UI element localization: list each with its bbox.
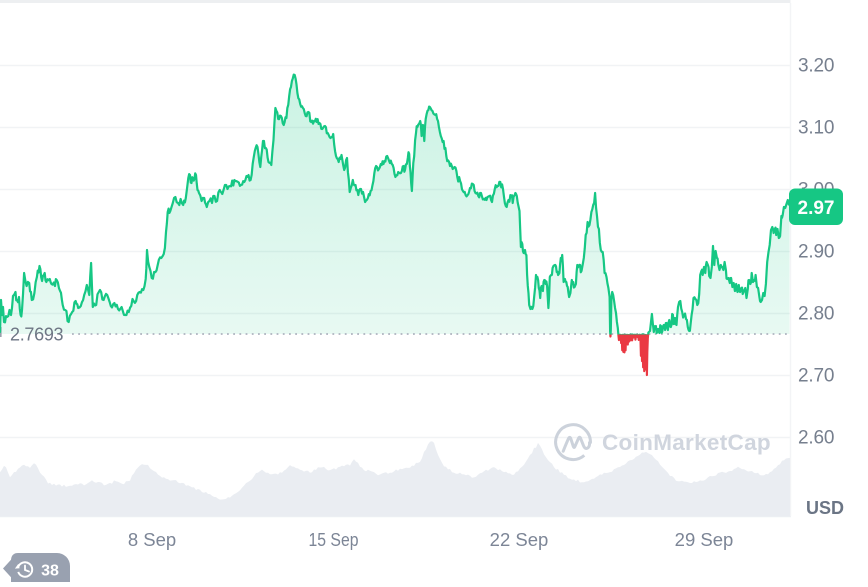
svg-text:8 Sep: 8 Sep [128, 529, 176, 550]
svg-text:29 Sep: 29 Sep [675, 529, 734, 550]
svg-text:CoinMarketCap: CoinMarketCap [602, 430, 771, 455]
svg-text:USD: USD [806, 498, 844, 518]
svg-text:15 Sep: 15 Sep [309, 529, 359, 550]
svg-text:3.20: 3.20 [798, 56, 834, 77]
svg-text:3.10: 3.10 [798, 118, 834, 139]
svg-text:22 Sep: 22 Sep [490, 529, 549, 550]
svg-text:2.90: 2.90 [798, 242, 834, 263]
svg-text:2.60: 2.60 [798, 428, 834, 449]
svg-text:2.97: 2.97 [798, 198, 835, 219]
svg-text:2.70: 2.70 [798, 366, 834, 387]
svg-text:2.7693: 2.7693 [10, 325, 64, 345]
svg-text:38: 38 [41, 563, 59, 580]
svg-text:2.80: 2.80 [798, 304, 834, 325]
